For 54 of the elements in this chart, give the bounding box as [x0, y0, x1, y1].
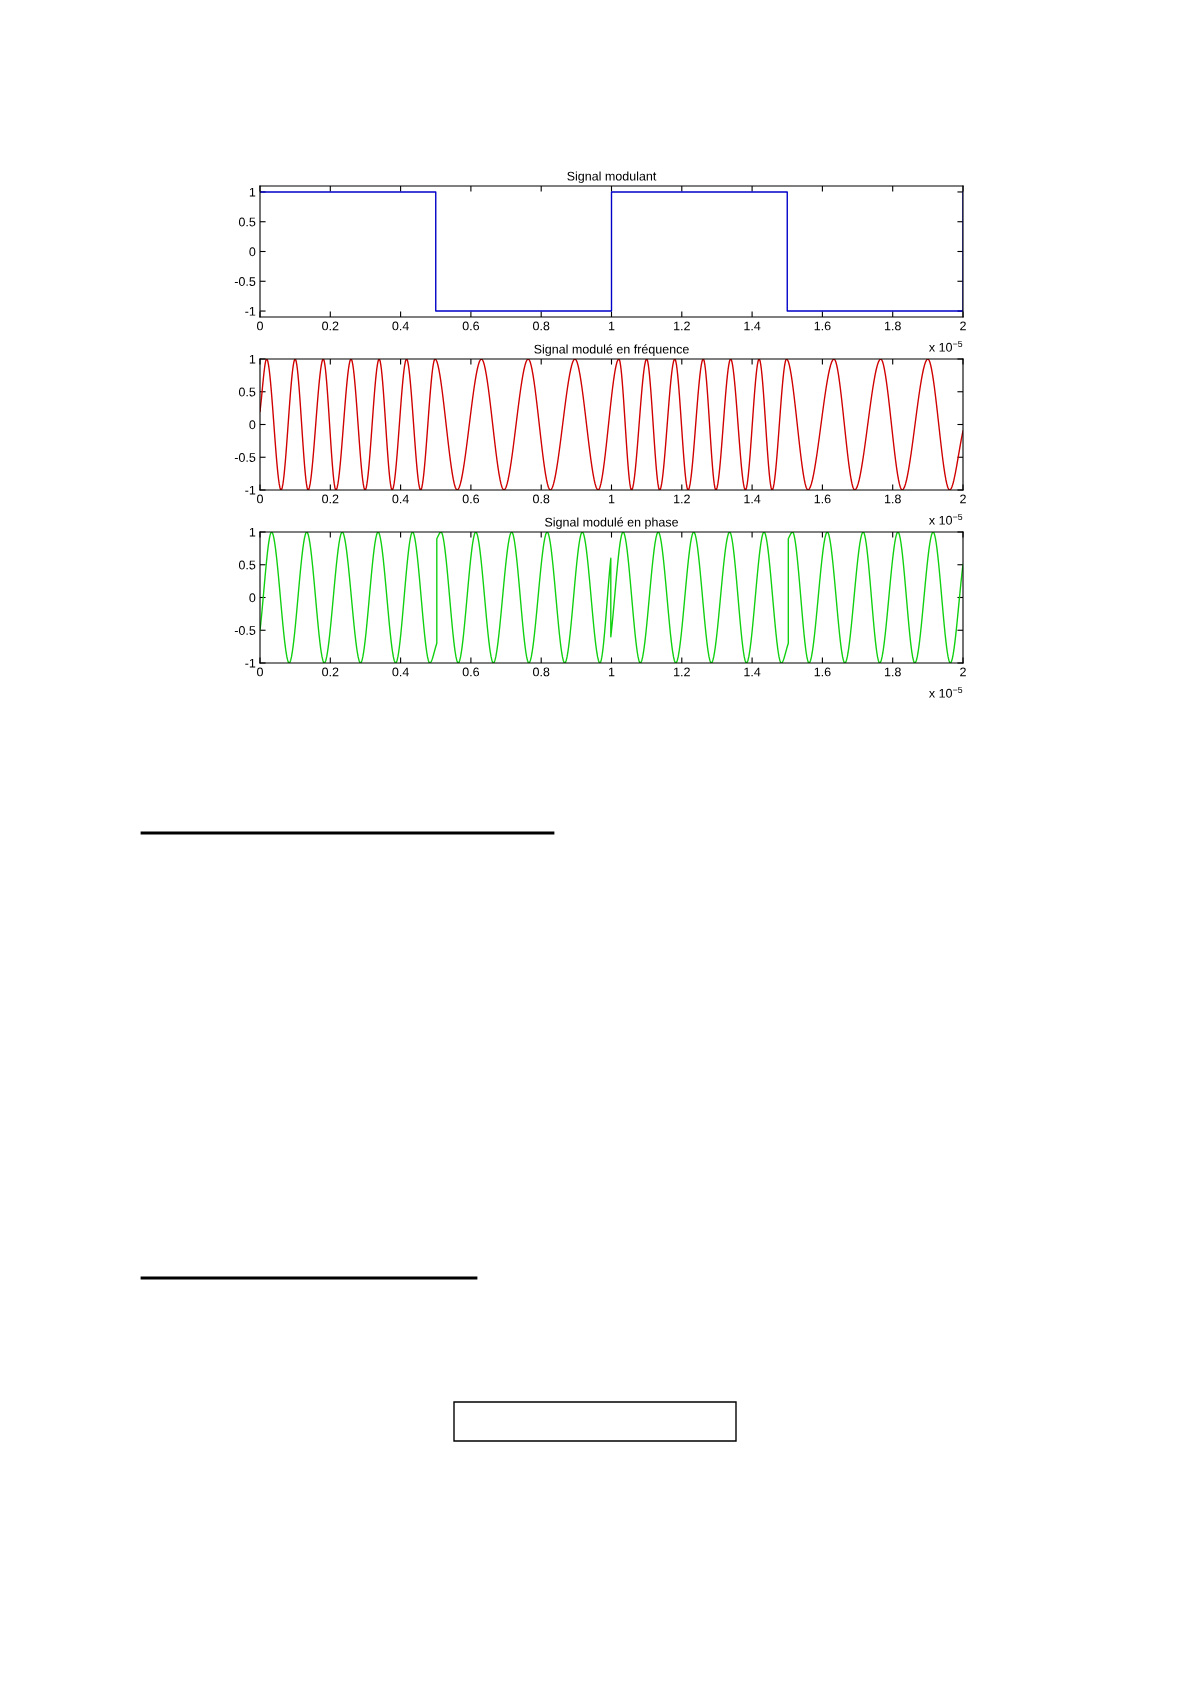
- x-tick-label: 0.4: [392, 667, 409, 677]
- y-tick-label: -1: [245, 658, 256, 668]
- x-tick-label: 0.6: [462, 494, 480, 504]
- x-tick-label: 1.4: [744, 321, 761, 331]
- x-tick-label: 1: [608, 667, 615, 677]
- x-tick-label: 1.8: [884, 494, 901, 504]
- x-tick-label: 0.4: [392, 321, 409, 331]
- y-tick-label: 0.5: [238, 560, 256, 570]
- x-tick-label: 0.6: [462, 667, 480, 677]
- x-tick-label: 0: [257, 321, 263, 331]
- x-tick-label: 1.6: [814, 667, 831, 677]
- x-tick-label: 0.2: [322, 667, 339, 677]
- x-tick-label: 1: [608, 321, 615, 331]
- text: x 10$^{−5}$: [929, 686, 963, 698]
- y-tick-label: 1: [249, 527, 256, 537]
- chart-title: Signal modulé en fréquence: [534, 344, 689, 357]
- x-tick-label: 0.2: [322, 494, 339, 504]
- y-tick-label: 1: [249, 187, 256, 197]
- x-tick-label: 1.4: [744, 667, 761, 677]
- y-tick-label: -1: [245, 485, 256, 495]
- y-tick-label: 0: [249, 593, 256, 603]
- x-tick-label: 0: [257, 667, 263, 677]
- x-tick-label: 1.8: [884, 321, 901, 331]
- text: x 10$^{−5}$: [929, 513, 963, 525]
- y-tick-label: -0.5: [234, 453, 256, 462]
- y-tick-label: 0: [249, 247, 256, 257]
- x-tick-label: 1.2: [674, 321, 690, 331]
- x-tick-label: 1.6: [814, 321, 831, 331]
- x-tick-label: 1.2: [674, 494, 690, 504]
- x-tick-label: 0.8: [533, 494, 550, 504]
- y-tick-label: 0: [249, 420, 256, 430]
- chart-title: Signal modulant: [567, 171, 657, 184]
- x-tick-label: 2: [960, 667, 966, 677]
- x-tick-label: 0: [257, 494, 263, 504]
- x-tick-label: 1.8: [884, 667, 901, 677]
- y-tick-label: 1: [249, 354, 256, 364]
- x-tick-label: 0.8: [533, 667, 550, 677]
- x-tick-label: 0.8: [533, 321, 550, 331]
- x-tick-label: 1.2: [674, 667, 690, 677]
- y-tick-label: -1: [245, 306, 256, 316]
- y-tick-label: -0.5: [234, 277, 256, 286]
- text: x 10$^{−5}$: [929, 340, 963, 352]
- x-tick-label: 0.6: [462, 321, 480, 331]
- y-tick-label: 0.5: [238, 217, 256, 227]
- x-tick-label: 0.4: [392, 494, 409, 504]
- x-tick-label: 1.4: [744, 494, 761, 504]
- x-tick-label: 2: [960, 321, 966, 331]
- x-tick-label: 0.2: [322, 321, 339, 331]
- y-tick-label: -0.5: [234, 626, 256, 635]
- chart-title: Signal modulé en phase: [545, 517, 679, 530]
- x-tick-label: 1.6: [814, 494, 831, 504]
- x-tick-label: 1: [608, 494, 615, 504]
- x-tick-label: 2: [960, 494, 966, 504]
- y-tick-label: 0.5: [238, 387, 256, 397]
